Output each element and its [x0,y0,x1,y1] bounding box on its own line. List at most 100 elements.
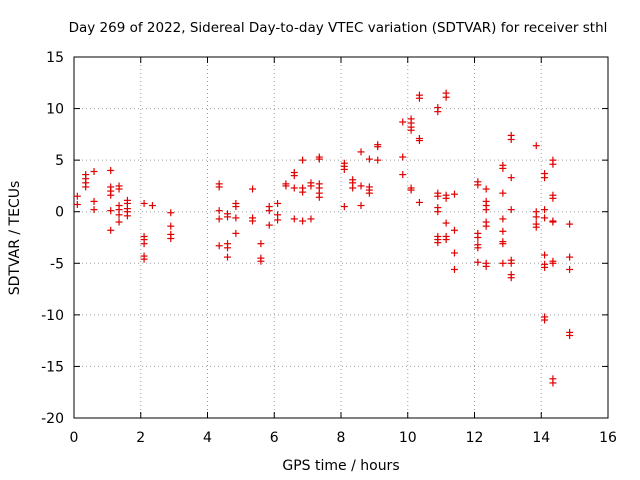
grid-lines [74,57,608,418]
data-point [90,197,98,205]
data-point [215,242,223,250]
data-point [549,379,557,387]
data-point [115,218,123,226]
data-point [541,251,549,259]
data-point [549,160,557,168]
data-point [232,203,240,211]
data-point [541,316,549,324]
data-point [474,244,482,252]
data-point [399,118,407,126]
data-point [482,262,490,270]
y-tick-label: -5 [50,256,64,272]
data-point [232,214,240,222]
data-point [315,193,323,201]
y-tick-label: -15 [41,359,64,375]
data-point [442,219,450,227]
data-point [532,223,540,231]
data-point [499,215,507,223]
data-point [507,259,515,267]
data-point [374,143,382,151]
data-point [566,220,574,228]
data-point [215,183,223,191]
data-point [167,209,175,217]
data-point [474,181,482,189]
x-tick-label: 8 [337,430,346,446]
data-point [541,214,549,222]
data-point [566,265,574,273]
data-point [140,240,148,248]
y-tick-label: -10 [41,308,64,324]
data-point [399,171,407,179]
data-point [290,172,298,180]
data-point [290,184,298,192]
chart-title: Day 269 of 2022, Sidereal Day-to-day VTE… [69,20,608,36]
data-point [73,192,81,200]
x-axis-tick-labels: 0 2 4 6 8 10 12 14 16 [70,430,617,446]
data-point [340,165,348,173]
data-point [442,93,450,101]
data-point [167,235,175,243]
data-point [282,182,290,190]
data-point [434,192,442,200]
data-point [499,240,507,248]
data-point [290,215,298,223]
data-point [274,216,282,224]
x-tick-label: 12 [466,430,484,446]
data-point [541,174,549,182]
data-point [107,191,115,199]
data-point [357,182,365,190]
data-point [115,185,123,193]
data-point [357,148,365,156]
data-point [507,206,515,214]
data-point [549,259,557,267]
data-point [265,207,273,215]
data-point [549,194,557,202]
data-point [442,194,450,202]
y-tick-label: 10 [46,102,64,118]
data-point [450,265,458,273]
x-tick-label: 4 [203,430,212,446]
data-point [299,217,307,225]
y-axis-label: SDTVAR / TECUs [7,181,23,296]
data-point [415,137,423,145]
data-point [415,198,423,206]
data-point [549,218,557,226]
y-axis-tick-labels: -20 -15 -10 -5 0 5 10 15 [41,50,64,427]
data-point [415,94,423,102]
y-tick-label: -20 [41,411,64,427]
data-point [365,189,373,197]
data-point [90,206,98,214]
data-point [407,186,415,194]
data-point [349,184,357,192]
data-point [257,240,265,248]
data-point [499,189,507,197]
x-tick-label: 0 [70,430,79,446]
data-point [482,222,490,230]
data-point [482,206,490,214]
data-point [315,155,323,163]
data-point [474,234,482,241]
x-tick-label: 14 [532,430,550,446]
data-point [274,199,282,207]
data-points [73,89,574,387]
data-point [224,213,232,221]
data-point [107,166,115,174]
data-point [224,253,232,261]
data-point [365,155,373,163]
data-point [499,227,507,235]
data-point [90,167,98,175]
data-point [532,142,540,150]
data-point [265,221,273,229]
data-point [499,259,507,267]
data-point [107,226,115,234]
data-point [257,257,265,265]
data-point [450,226,458,234]
data-point [434,208,442,216]
data-point [434,239,442,247]
data-point [507,274,515,282]
data-point [357,202,365,210]
data-point [507,136,515,144]
data-point [499,164,507,172]
data-point [541,263,549,271]
data-point [107,207,115,215]
